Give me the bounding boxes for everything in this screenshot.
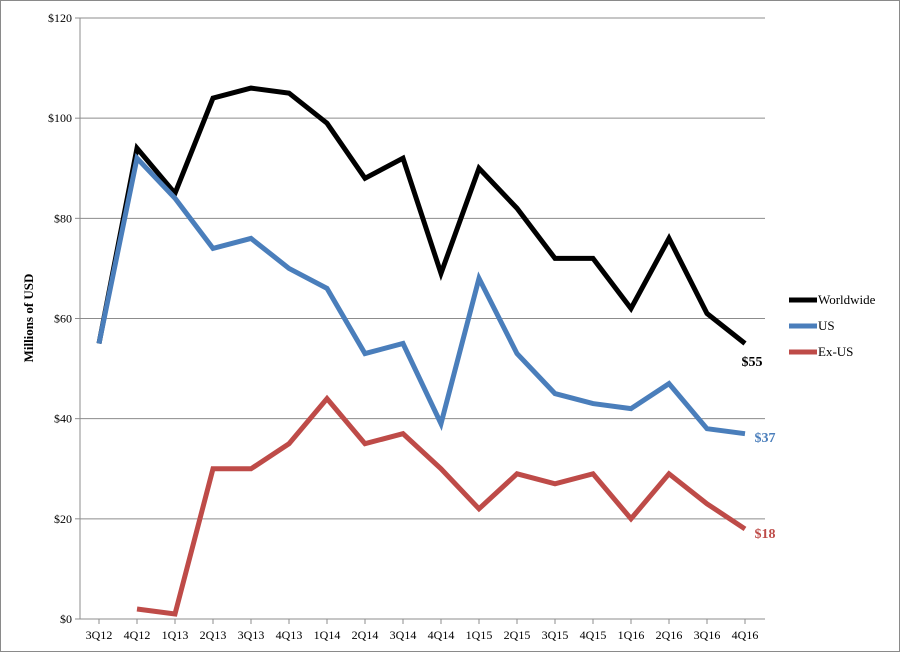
x-tick-label: 2Q15 <box>504 628 531 642</box>
x-tick-label: 3Q13 <box>238 628 265 642</box>
x-tick-label: 3Q15 <box>542 628 569 642</box>
y-axis-label: Millions of USD <box>21 274 36 363</box>
legend-label: US <box>818 318 835 333</box>
y-tick-label: $120 <box>48 11 72 25</box>
x-tick-label: 1Q16 <box>618 628 645 642</box>
x-tick-label: 4Q16 <box>732 628 759 642</box>
series-line-ex-us <box>136 394 747 617</box>
legend-label: Worldwide <box>818 292 876 307</box>
x-tick-label: 2Q16 <box>656 628 683 642</box>
y-tick-label: $20 <box>54 512 72 526</box>
x-tick-label: 3Q16 <box>694 628 721 642</box>
x-tick-label: 1Q13 <box>162 628 189 642</box>
axes <box>79 18 765 624</box>
x-tick-label: 4Q12 <box>124 628 151 642</box>
end-label-us: $37 <box>755 431 776 446</box>
series-lines <box>96 85 747 617</box>
x-tick-label: 3Q12 <box>86 628 113 642</box>
y-tick-labels: $0 $20 $40 $60 $80 $100 $120 <box>48 11 72 626</box>
y-tick-label: $40 <box>54 412 72 426</box>
legend-label: Ex-US <box>818 344 853 359</box>
x-tick-labels: 3Q12 4Q12 1Q13 2Q13 3Q13 4Q13 1Q14 2Q14 3Q14 4Q14… <box>86 628 759 642</box>
x-tick-label: 2Q14 <box>352 628 379 642</box>
end-label-ex-us: $18 <box>755 527 776 542</box>
x-tick-label: 4Q14 <box>428 628 455 642</box>
x-tick-label: 1Q15 <box>466 628 493 642</box>
x-tick-label: 4Q13 <box>276 628 303 642</box>
legend: Worldwide US Ex-US <box>789 292 876 359</box>
y-tick-label: $60 <box>54 312 72 326</box>
end-labels: $55 $37 $18 <box>742 355 776 542</box>
y-tick-label: $80 <box>54 211 72 225</box>
y-tick-label: $0 <box>60 612 72 626</box>
x-tick-label: 4Q15 <box>580 628 607 642</box>
y-tick-label: $100 <box>48 111 72 125</box>
end-label-worldwide: $55 <box>742 355 763 370</box>
x-tick-label: 2Q13 <box>200 628 227 642</box>
gridlines <box>75 17 765 620</box>
x-tick-label: 1Q14 <box>314 628 341 642</box>
series-line-worldwide <box>96 85 747 346</box>
series-line-us <box>96 152 746 437</box>
x-tick-label: 3Q14 <box>390 628 417 642</box>
